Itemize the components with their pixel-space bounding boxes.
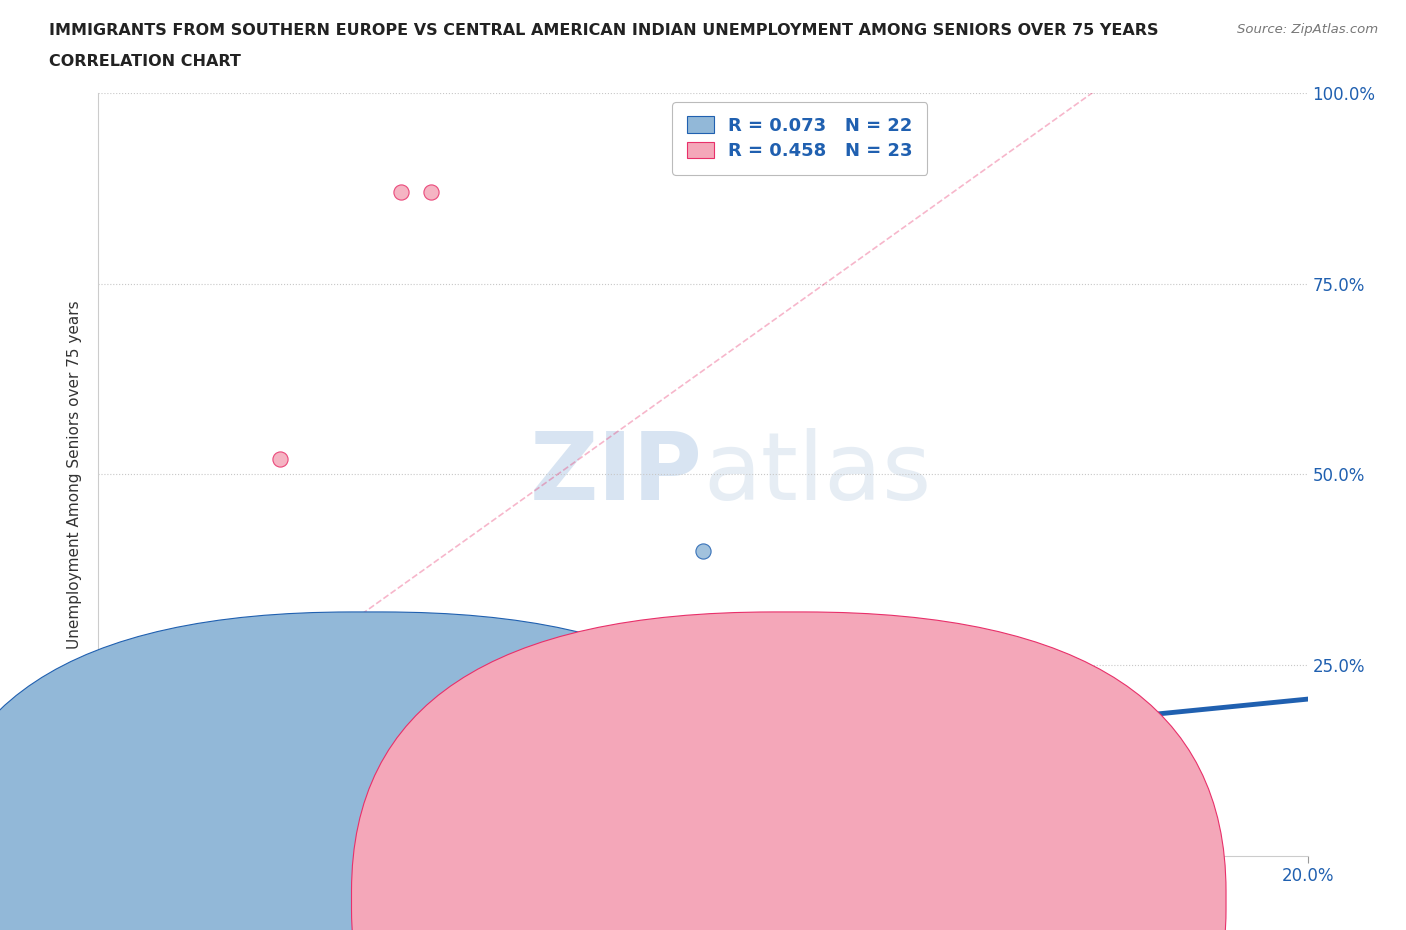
Text: Central American Indians: Central American Indians [808, 893, 1002, 908]
Point [100, 825, 122, 840]
Legend: R = 0.073   N = 22, R = 0.458   N = 23: R = 0.073 N = 22, R = 0.458 N = 23 [672, 102, 927, 175]
Point [450, 688, 472, 703]
Point [481, 726, 503, 741]
Point [100, 821, 122, 836]
Text: IMMIGRANTS FROM SOUTHERN EUROPE VS CENTRAL AMERICAN INDIAN UNEMPLOYMENT AMONG SE: IMMIGRANTS FROM SOUTHERN EUROPE VS CENTR… [49, 23, 1159, 38]
Text: Source: ZipAtlas.com: Source: ZipAtlas.com [1237, 23, 1378, 36]
Point [111, 821, 134, 836]
Point [148, 817, 170, 832]
Point [93, 817, 115, 832]
Text: Immigrants from Southern Europe: Immigrants from Southern Europe [387, 893, 648, 908]
Point [420, 185, 443, 200]
Point [873, 734, 896, 749]
Point [510, 757, 533, 772]
Point [723, 803, 745, 817]
Point [389, 790, 412, 805]
Text: CORRELATION CHART: CORRELATION CHART [49, 54, 240, 69]
Point [269, 452, 291, 467]
Point [124, 806, 146, 821]
Text: atlas: atlas [703, 429, 931, 520]
Point [571, 734, 593, 749]
Point [1175, 779, 1198, 794]
Point [329, 703, 352, 718]
Point [239, 696, 262, 711]
Y-axis label: Unemployment Among Seniors over 75 years: Unemployment Among Seniors over 75 years [67, 300, 83, 648]
Text: ZIP: ZIP [530, 429, 703, 520]
Point [208, 772, 231, 787]
Point [105, 810, 128, 825]
Point [153, 719, 176, 734]
Point [118, 803, 141, 817]
Point [124, 795, 146, 810]
Point [692, 543, 714, 558]
Point [105, 810, 128, 825]
Point [420, 817, 443, 832]
Point [148, 741, 170, 756]
Point [111, 803, 134, 817]
Point [160, 803, 183, 817]
Point [481, 749, 503, 764]
Point [450, 821, 472, 836]
Point [179, 787, 201, 802]
Point [299, 681, 322, 696]
Point [142, 757, 165, 772]
Point [389, 185, 412, 200]
Point [135, 772, 157, 787]
Point [752, 749, 775, 764]
Point [631, 757, 654, 772]
Point [129, 787, 152, 802]
Point [135, 810, 157, 825]
Point [510, 734, 533, 749]
Point [540, 772, 562, 787]
Point [118, 806, 141, 821]
Point [93, 817, 115, 832]
Point [160, 696, 183, 711]
